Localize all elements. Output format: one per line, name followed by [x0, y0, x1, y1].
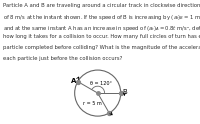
Text: r = 5 m: r = 5 m: [83, 101, 102, 106]
Text: A: A: [71, 78, 77, 84]
Text: and at the same instant A has an increase in speed of $(a_t)_A = 0.8t$ m/s², det: and at the same instant A has an increas…: [3, 24, 200, 33]
Text: B: B: [122, 89, 127, 95]
Text: how long it takes for a collision to occur. How many full circles of turn has ea: how long it takes for a collision to occ…: [3, 34, 200, 39]
Text: particle completed before colliding? What is the magnitude of the acceleration o: particle completed before colliding? Wha…: [3, 45, 200, 50]
Text: each particle just before the collision occurs?: each particle just before the collision …: [3, 56, 122, 61]
Text: of 8 m/s at the instant shown. If the speed of B is increasing by $(a_t)_B = 1$ : of 8 m/s at the instant shown. If the sp…: [3, 13, 200, 22]
Text: θ = 120°: θ = 120°: [90, 81, 112, 86]
Text: Particle A and B are traveling around a circular track in clockwise direction at: Particle A and B are traveling around a …: [3, 3, 200, 8]
